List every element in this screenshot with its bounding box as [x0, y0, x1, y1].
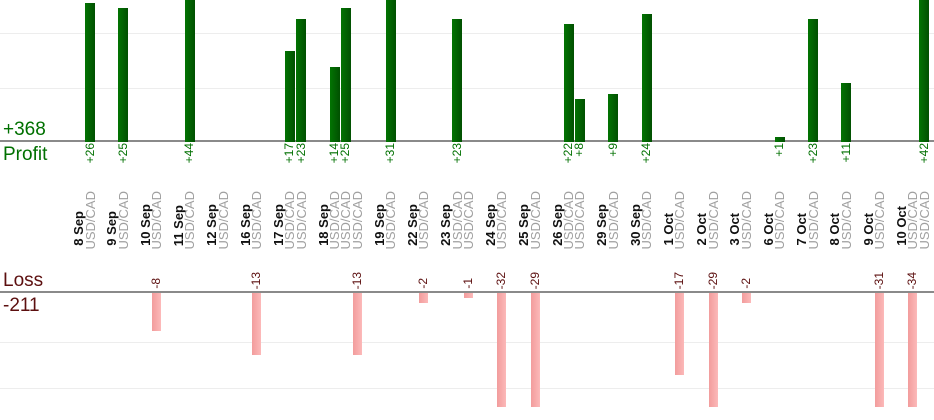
profit-value-label: +31	[383, 143, 398, 164]
date-label: 26 Sep	[549, 204, 565, 246]
profit-bar	[774, 136, 785, 142]
profit-value-label: +42	[916, 143, 931, 164]
profit-bar	[574, 99, 585, 142]
loss-gridline-20	[0, 388, 934, 389]
profit-value-label: +25	[338, 143, 353, 164]
profit-gridline-10	[0, 88, 934, 89]
loss-value-label: -13	[249, 271, 263, 289]
profit-value-label: +23	[293, 143, 308, 164]
date-label: 7 Oct	[794, 213, 809, 246]
date-label: 29 Sep	[594, 204, 610, 246]
date-label: 8 Sep	[71, 211, 86, 246]
loss-value-label: -31	[872, 271, 887, 289]
loss-bar	[464, 293, 474, 298]
loss-bar	[419, 293, 429, 303]
date-label: 11 Sep	[170, 204, 186, 246]
loss-bar	[152, 293, 162, 332]
date-label: 6 Oct	[760, 213, 776, 246]
loss-bar	[497, 293, 507, 407]
loss-bar	[530, 293, 540, 407]
profit-bar	[284, 51, 295, 142]
profit-bar	[452, 18, 463, 142]
profit-value-label: +1	[772, 143, 787, 157]
loss-value-label: -32	[494, 271, 509, 289]
loss-value-label: -13	[349, 271, 364, 289]
loss-value-label: -29	[705, 271, 720, 289]
profit-value-label: +24	[639, 143, 653, 164]
loss-value-label: -1	[461, 278, 476, 289]
date-label: 10 Oct	[893, 206, 909, 246]
loss-gridline-10	[0, 342, 934, 343]
loss-total: -211	[3, 295, 40, 316]
loss-value-label: -34	[905, 271, 920, 289]
date-label: 1 Oct	[660, 213, 676, 246]
profit-gridline-20	[0, 33, 934, 34]
loss-value-label: -17	[672, 271, 687, 289]
profit-bar	[296, 18, 307, 142]
profit-value-label: +8	[572, 143, 587, 157]
date-label: 23 Sep	[438, 204, 454, 246]
date-label: 8 Oct	[827, 213, 843, 246]
date-label: 25 Sep	[516, 204, 532, 246]
date-label: 9 Oct	[860, 213, 876, 246]
loss-bar	[908, 293, 918, 407]
loss-value-label: -8	[149, 278, 164, 289]
symbol-label: USD/CAD	[293, 191, 309, 250]
profit-bar	[85, 2, 95, 142]
profit-bar	[385, 0, 396, 142]
symbol-label: USD/CAD	[916, 191, 932, 250]
profit-axis-line	[0, 140, 934, 142]
loss-value-label: -29	[527, 271, 542, 289]
profit-bar	[118, 8, 129, 142]
profit-bar	[808, 18, 818, 142]
profit-bar	[841, 83, 852, 142]
loss-bar	[708, 293, 718, 407]
loss-axis-line	[0, 291, 934, 293]
profit-bar	[184, 0, 195, 142]
profit-axis-label: Profit	[3, 144, 48, 165]
date-label: 17 Sep	[270, 204, 286, 246]
date-label: 2 Oct	[694, 213, 710, 246]
date-label: 12 Sep	[204, 204, 220, 246]
symbol-label: USD/CAD	[572, 191, 588, 250]
date-label: 10 Sep	[137, 204, 153, 246]
loss-bar	[675, 293, 685, 375]
profit-bar	[919, 0, 930, 142]
profit-value-label: +23	[805, 143, 820, 164]
date-label: 3 Oct	[727, 213, 743, 246]
loss-bar	[252, 293, 261, 356]
symbol-label: USD/CAD	[349, 191, 365, 250]
profit-total: +368	[3, 119, 46, 140]
profit-value-label: +26	[82, 143, 97, 164]
symbol-label: USD/CAD	[461, 191, 477, 250]
loss-bar	[741, 293, 751, 303]
date-label: 19 Sep	[371, 204, 387, 246]
profit-bar	[608, 93, 619, 142]
profit-value-label: +11	[838, 143, 853, 163]
profit-value-label: +23	[449, 143, 464, 164]
profit-value-label: +25	[115, 143, 130, 164]
date-label: 9 Sep	[104, 211, 120, 246]
date-label: 24 Sep	[482, 204, 498, 246]
profit-bar	[563, 24, 574, 142]
profit-value-label: +9	[605, 143, 620, 157]
profit-bar	[641, 13, 652, 142]
profit-value-label: +44	[182, 143, 197, 164]
date-label: 30 Sep	[627, 204, 643, 246]
date-label: 18 Sep	[315, 204, 331, 246]
date-label: 16 Sep	[237, 204, 253, 246]
loss-bar	[352, 293, 362, 356]
loss-bar	[875, 293, 885, 407]
profit-bar	[329, 67, 340, 142]
loss-value-label: -2	[738, 278, 753, 289]
profit-bar	[340, 8, 351, 142]
date-label: 22 Sep	[404, 204, 420, 246]
loss-value-label: -2	[416, 278, 431, 289]
loss-axis-label: Loss	[3, 270, 44, 291]
